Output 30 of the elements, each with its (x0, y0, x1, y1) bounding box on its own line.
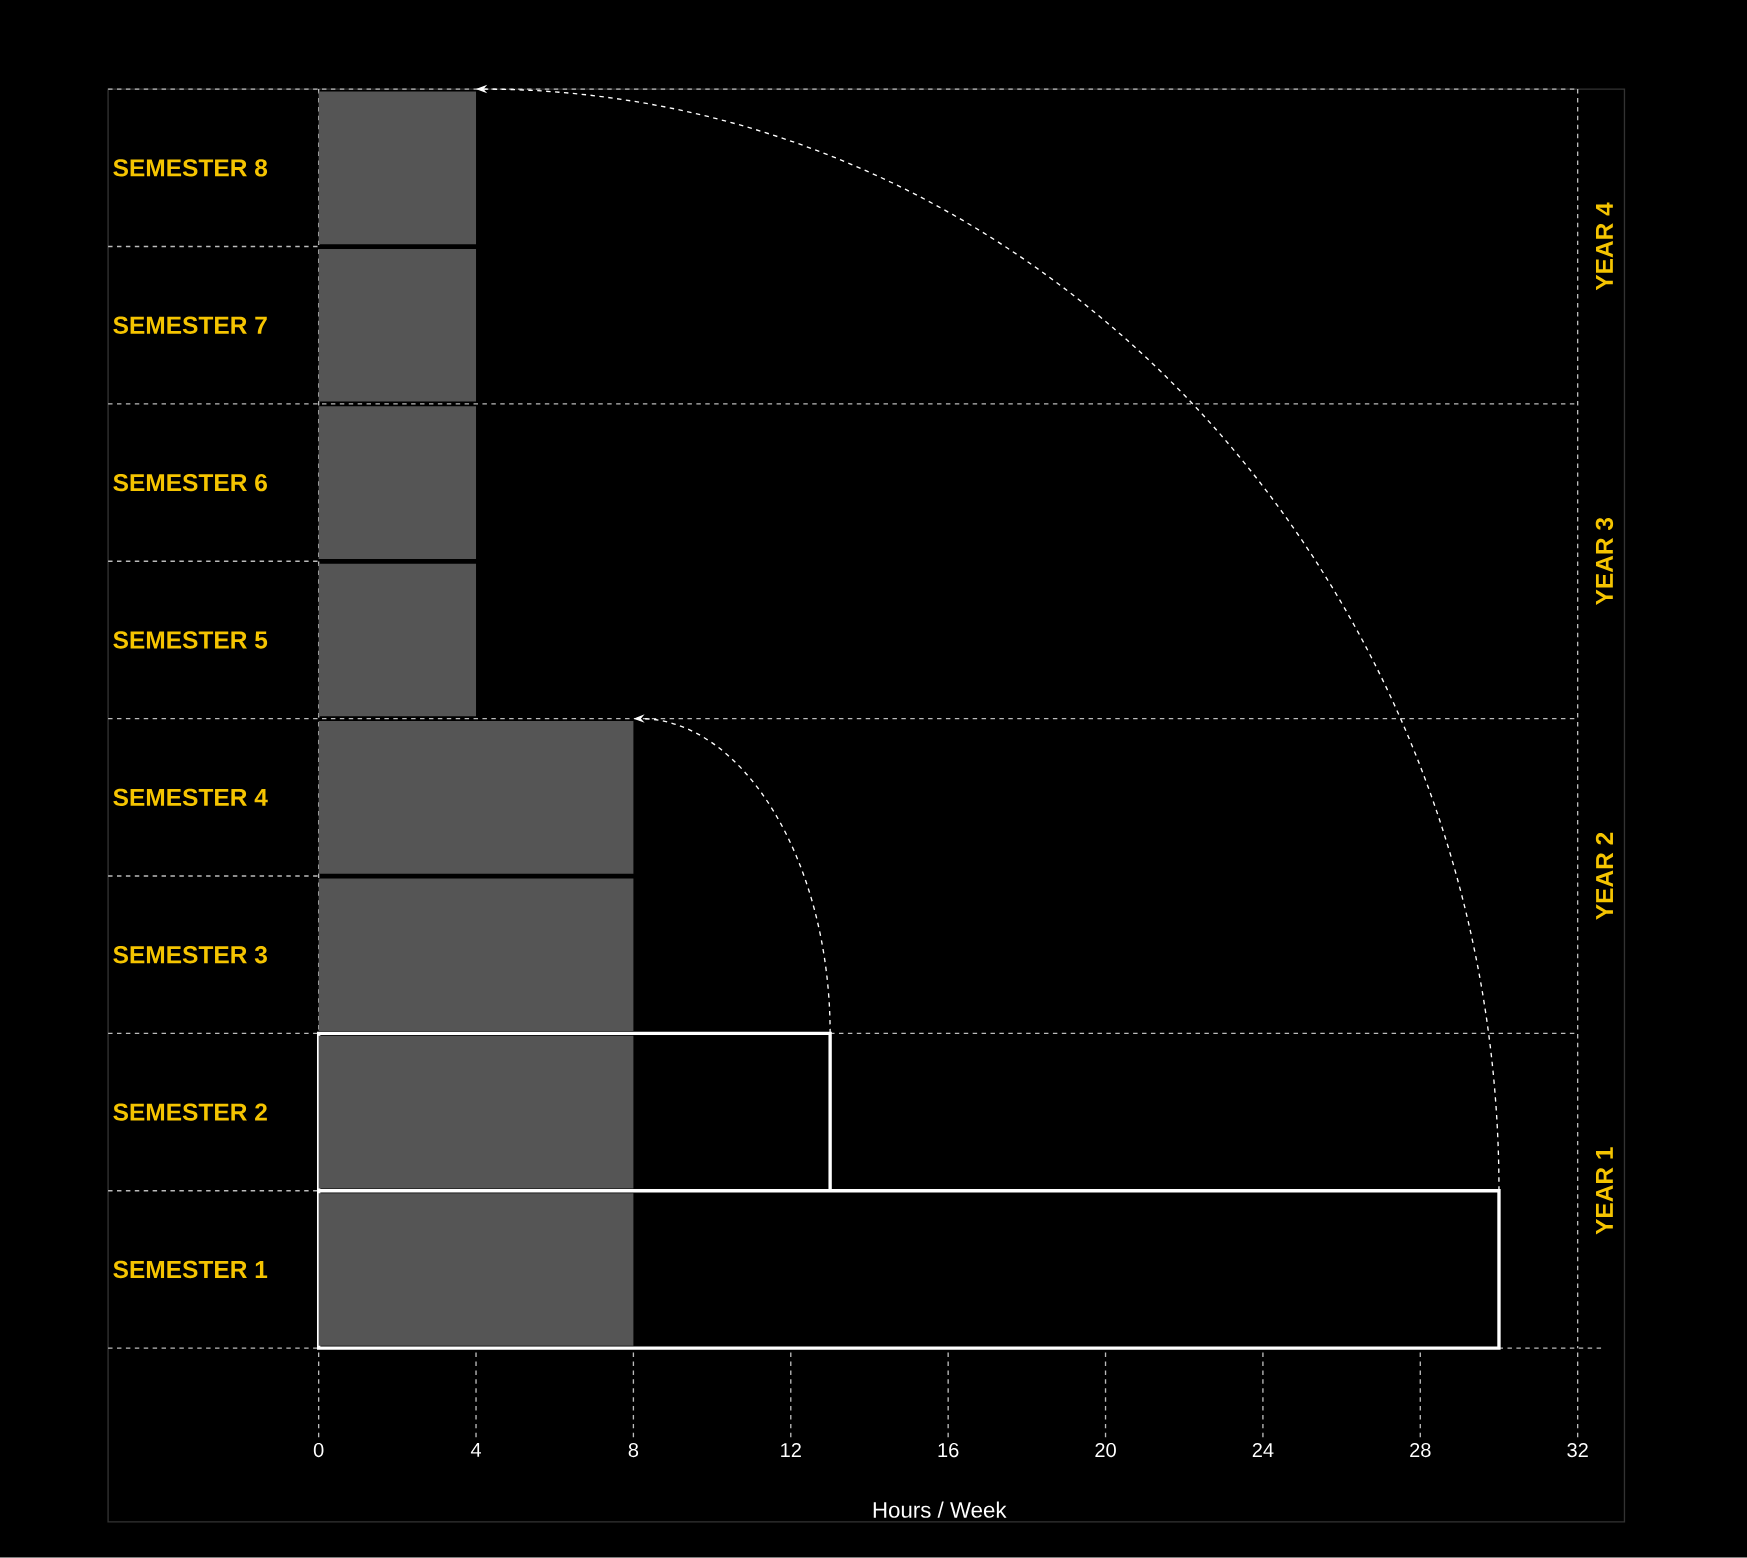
bar (318, 406, 477, 560)
x-tick-label: 8 (628, 1443, 639, 1458)
x-axis-title: Hours / Week (873, 1501, 1007, 1519)
x-tick-label: 12 (781, 1443, 801, 1458)
y-tick-label: SEMESTER 5 (113, 631, 268, 649)
y-tick-label: SEMESTER 8 (113, 159, 268, 177)
bar (318, 721, 634, 874)
bar (318, 878, 634, 1032)
bar (318, 249, 477, 402)
x-tick-label: 0 (313, 1443, 324, 1458)
bar (318, 1035, 634, 1189)
x-tick-label: 20 (1095, 1443, 1116, 1458)
bar (318, 563, 477, 717)
y-tick-label: SEMESTER 2 (113, 1103, 267, 1121)
y-tick-label: SEMESTER 6 (113, 474, 267, 492)
y-tick-label: SEMESTER 7 (113, 316, 267, 335)
text: YEAR 3 (1595, 518, 1614, 606)
bar (318, 91, 477, 245)
x-tick-label: 4 (470, 1443, 482, 1457)
bar (318, 1193, 634, 1346)
text: YEAR 4 (1596, 202, 1613, 291)
x-tick-label: 16 (938, 1443, 959, 1458)
y-tick-label: SEMESTER 3 (113, 946, 267, 964)
text: YEAR 1 (1596, 1147, 1613, 1235)
y-tick-label: SEMESTER 4 (113, 788, 268, 807)
y-tick-label: SEMESTER 1 (113, 1261, 268, 1279)
x-tick-label: 24 (1252, 1443, 1274, 1458)
x-tick-label: 32 (1567, 1443, 1588, 1458)
text: YEAR 2 (1595, 832, 1613, 921)
x-tick-label: 28 (1410, 1443, 1431, 1458)
